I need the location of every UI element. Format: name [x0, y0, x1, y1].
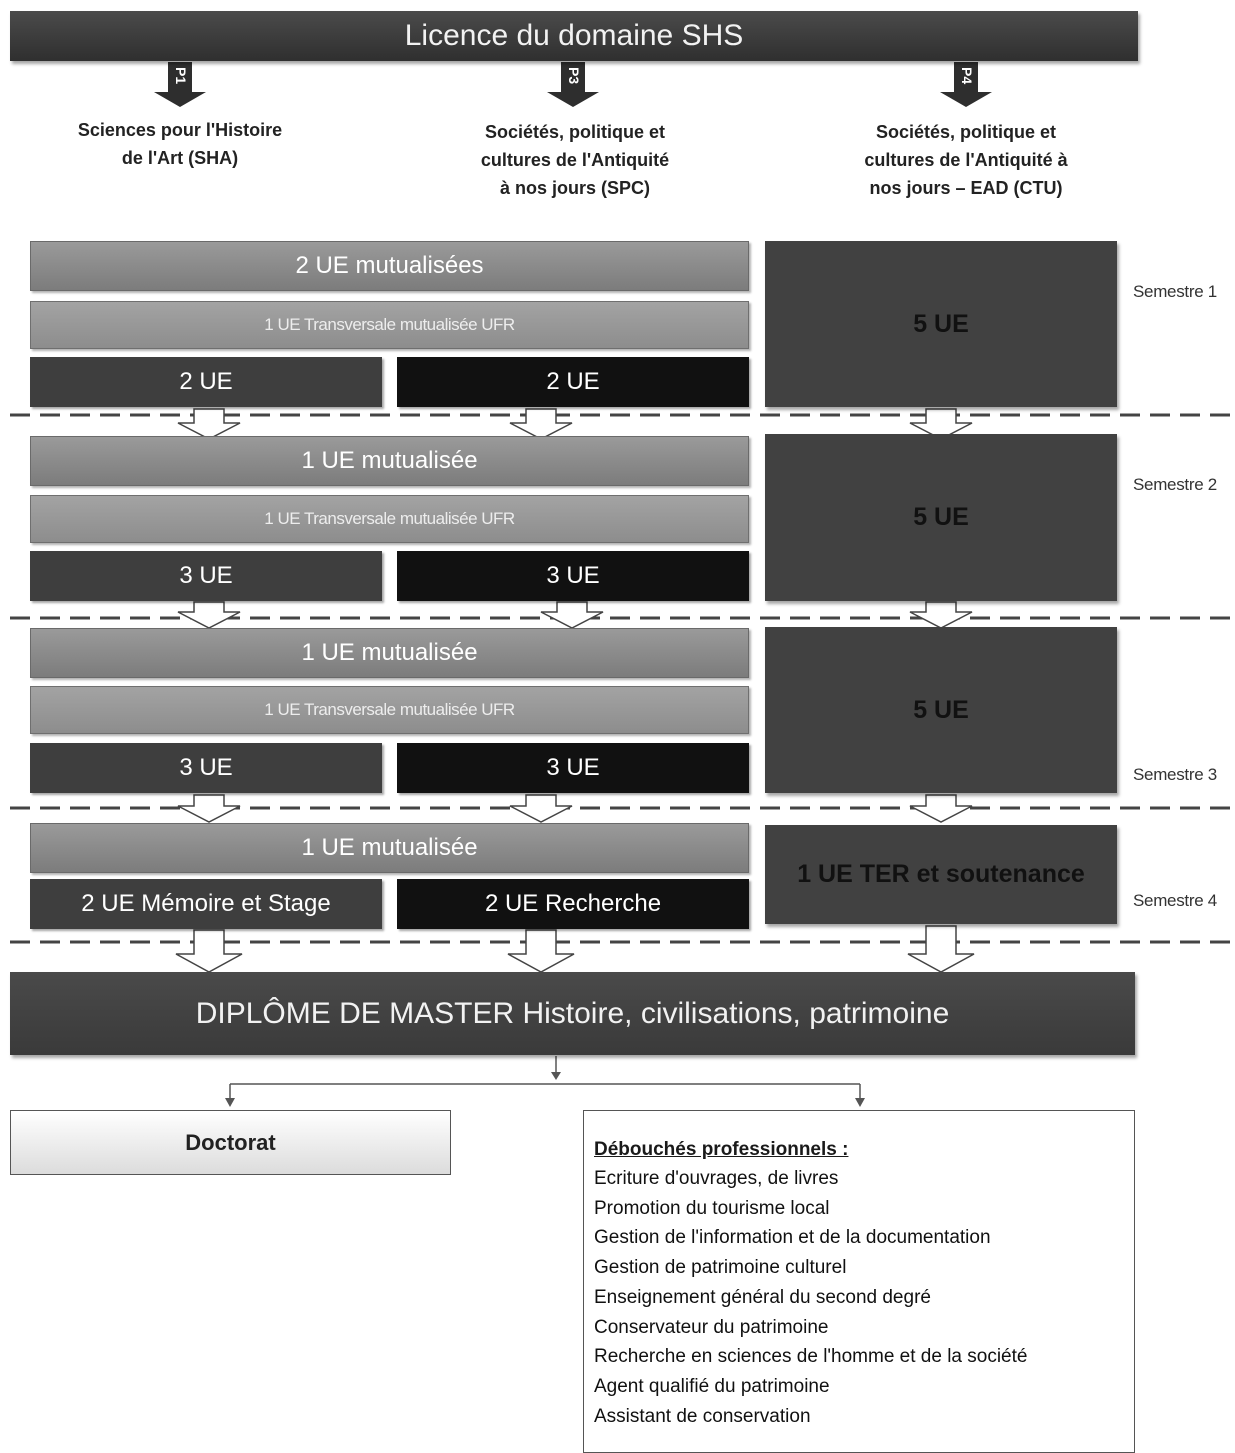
s3-sha-label: 3 UE	[179, 754, 233, 781]
debouche-item: Recherche en sciences de l'homme et de l…	[594, 1346, 1028, 1368]
track-spc-line-3: à nos jours (SPC)	[499, 178, 651, 198]
arrow-s4-spc	[507, 929, 575, 973]
s1-spc-ue: 2 UE	[397, 357, 749, 407]
track-code-p4: P4	[959, 67, 975, 84]
doctorat-label: Doctorat	[185, 1129, 276, 1155]
track-ctu-line-3: nos jours – EAD (CTU)	[869, 178, 1063, 198]
track-code-p3: P3	[566, 67, 582, 84]
s2-sha-ue: 3 UE	[30, 551, 382, 601]
arrow-s3-spc	[509, 794, 573, 823]
s2-spc-label: 3 UE	[546, 562, 600, 589]
arrow-down-p1	[154, 62, 206, 107]
semester-arrows	[175, 408, 975, 973]
s2-mutualised-ue: 1 UE mutualisée	[30, 436, 749, 486]
s4-ctu-ue: 1 UE TER et soutenance	[765, 825, 1117, 924]
debouche-item: Assistant de conservation	[594, 1405, 811, 1427]
debouche-item: Agent qualifié du patrimoine	[594, 1375, 830, 1397]
s3-transversale-ue: 1 UE Transversale mutualisée UFR	[30, 686, 749, 734]
semester-1-label: Semestre 1	[1133, 282, 1217, 301]
semester-2-label: Semestre 2	[1133, 475, 1217, 494]
track-spc-line-1: Sociétés, politique et	[484, 122, 666, 142]
s3-ctu-label: 5 UE	[913, 695, 969, 724]
debouche-item: Gestion de l'information et de la docume…	[594, 1227, 991, 1249]
arrow-s1-spc	[509, 408, 573, 440]
arrow-s3-ctu	[909, 794, 973, 823]
s4-sha-label: 2 UE Mémoire et Stage	[81, 890, 331, 917]
s2-spc-ue: 3 UE	[397, 551, 749, 601]
s4-sha-ue: 2 UE Mémoire et Stage	[30, 879, 382, 929]
arrow-s2-spc	[540, 601, 604, 629]
arrow-s1-ctu	[909, 408, 973, 440]
debouche-item: Enseignement général du second degré	[594, 1286, 931, 1308]
s3-mutualised-label: 1 UE mutualisée	[301, 639, 478, 666]
s3-ctu-ue: 5 UE	[765, 627, 1117, 793]
s1-ctu-ue: 5 UE	[765, 241, 1117, 407]
s4-ctu-label: 1 UE TER et soutenance	[797, 860, 1085, 888]
s1-ctu-label: 5 UE	[913, 309, 969, 338]
s3-transversale-label: 1 UE Transversale mutualisée UFR	[264, 700, 515, 719]
debouche-item: Conservateur du patrimoine	[594, 1316, 829, 1338]
s3-mutualised-ue: 1 UE mutualisée	[30, 628, 749, 678]
arrow-s2-sha	[177, 601, 241, 629]
debouche-item: Gestion de patrimoine culturel	[594, 1257, 847, 1279]
arrow-s4-ctu	[907, 925, 975, 973]
track-ctu-line-2: cultures de l'Antiquité à	[864, 150, 1068, 170]
master-diploma-label: DIPLÔME DE MASTER Histoire, civilisation…	[195, 996, 950, 1030]
header-arrows	[154, 62, 992, 107]
arrow-down-p3	[547, 62, 599, 107]
s1-transversale-label: 1 UE Transversale mutualisée UFR	[264, 315, 515, 334]
arrow-down-p4	[940, 62, 992, 107]
track-label-spc: Sociétés, politique et cultures de l'Ant…	[430, 118, 720, 202]
s1-sha-ue: 2 UE	[30, 357, 382, 407]
doctorat-box: Doctorat	[10, 1110, 451, 1175]
s1-mutualised-ue: 2 UE mutualisées	[30, 241, 749, 291]
debouches-title: Débouchés professionnels :	[594, 1139, 849, 1160]
s4-mutualised-label: 1 UE mutualisée	[301, 834, 478, 861]
track-sha-line-2: de l'Art (SHA)	[121, 148, 239, 168]
master-diploma: DIPLÔME DE MASTER Histoire, civilisation…	[10, 972, 1135, 1055]
track-spc-line-2: cultures de l'Antiquité	[480, 150, 670, 170]
arrow-s4-sha	[175, 929, 243, 973]
semester-3-label: Semestre 3	[1133, 765, 1217, 784]
s3-spc-label: 3 UE	[546, 754, 600, 781]
s2-transversale-ue: 1 UE Transversale mutualisée UFR	[30, 495, 749, 543]
s2-ctu-label: 5 UE	[913, 503, 969, 531]
s4-spc-label: 2 UE Recherche	[484, 890, 662, 917]
arrow-s2-ctu	[909, 601, 973, 629]
arrow-s3-sha	[177, 794, 241, 823]
semester-separators	[10, 413, 1235, 944]
semester-4-label: Semestre 4	[1133, 891, 1217, 910]
debouche-item: Ecriture d'ouvrages, de livres	[594, 1168, 839, 1189]
s1-spc-label: 2 UE	[546, 368, 600, 395]
outcome-arrowheads	[225, 1072, 865, 1107]
s1-mutualised-label: 2 UE mutualisées	[295, 252, 484, 279]
s1-transversale-ue: 1 UE Transversale mutualisée UFR	[30, 301, 749, 349]
s2-ctu-ue: 5 UE	[765, 434, 1117, 601]
track-label-ctu: Sociétés, politique et cultures de l'Ant…	[820, 118, 1112, 202]
s2-mutualised-label: 1 UE mutualisée	[301, 447, 478, 474]
track-ctu-line-1: Sociétés, politique et	[875, 122, 1057, 142]
licence-header: Licence du domaine SHS	[10, 11, 1138, 61]
s2-transversale-label: 1 UE Transversale mutualisée UFR	[264, 509, 515, 528]
debouche-item: Promotion du tourisme local	[594, 1197, 830, 1219]
s3-sha-ue: 3 UE	[30, 743, 382, 793]
track-code-p1: P1	[173, 67, 189, 84]
track-label-sha: Sciences pour l'Histoire de l'Art (SHA)	[40, 116, 320, 172]
s4-spc-ue: 2 UE Recherche	[397, 879, 749, 929]
outcome-connectors	[229, 1056, 861, 1101]
debouches-box: Débouchés professionnels : Ecriture d'ou…	[583, 1110, 1135, 1453]
s4-mutualised-ue: 1 UE mutualisée	[30, 823, 749, 873]
track-sha-line-1: Sciences pour l'Histoire	[77, 120, 283, 140]
s3-spc-ue: 3 UE	[397, 743, 749, 793]
arrow-s1-sha	[177, 408, 241, 440]
s2-sha-label: 3 UE	[179, 562, 233, 589]
s1-sha-label: 2 UE	[179, 368, 233, 395]
licence-title: Licence du domaine SHS	[404, 19, 744, 52]
